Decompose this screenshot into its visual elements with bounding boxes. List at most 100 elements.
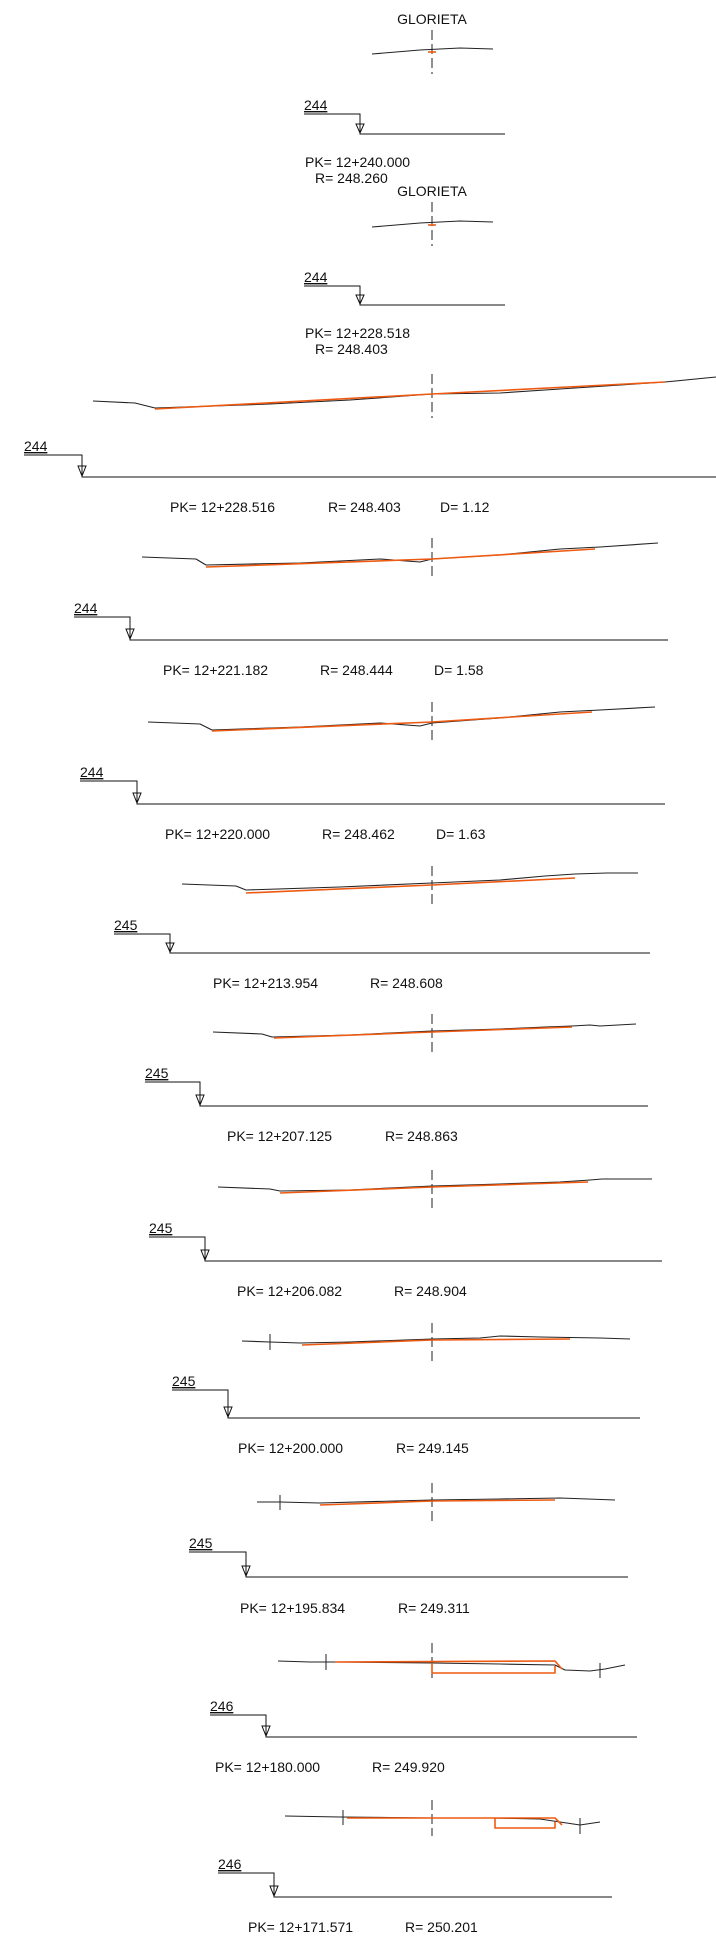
datum-line — [80, 780, 665, 805]
datum-line — [218, 1872, 612, 1898]
design-line — [279, 1181, 589, 1194]
pk-label: PK= 12+221.182 — [163, 662, 268, 678]
elevation-label: R= 248.608 — [370, 975, 443, 991]
cross-section-5: 244 PK= 12+220.000 R= 248.462 D= 1.63 — [80, 702, 665, 842]
design-line — [211, 711, 593, 732]
pk-label: PK= 12+240.000 — [305, 154, 410, 170]
datum-label: 244 — [24, 438, 48, 454]
pk-label: PK= 12+195.834 — [240, 1600, 345, 1616]
subgrade-line — [494, 1818, 556, 1829]
datum-line — [304, 285, 505, 306]
datum-line — [114, 933, 650, 954]
datum-line — [189, 1551, 628, 1578]
cross-section-3: 244 PK= 12+228.516 R= 248.403 D= 1.12 — [24, 374, 716, 515]
design-line — [319, 1499, 556, 1506]
datum-marker-icon — [200, 1249, 210, 1262]
subgrade-line — [431, 1663, 556, 1674]
terrain-line — [371, 220, 494, 228]
design-line — [154, 381, 666, 410]
datum-line — [210, 1714, 637, 1738]
elevation-label: R= 249.145 — [396, 1440, 469, 1456]
datum-label: 244 — [304, 97, 328, 113]
datum-label: 245 — [145, 1065, 169, 1081]
datum-marker-icon — [223, 1406, 233, 1419]
datum-label: 246 — [218, 1856, 242, 1872]
cross-section-7: 245 PK= 12+207.125 R= 248.863 — [145, 1014, 648, 1144]
cross-section-4: 244 PK= 12+221.182 R= 248.444 D= 1.58 — [74, 538, 668, 678]
cross-section-1: GLORIETA 244 PK= 12+240.000 R= 248.260 — [304, 11, 505, 186]
datum-marker-icon — [77, 465, 87, 478]
pk-label: PK= 12+220.000 — [165, 826, 270, 842]
design-line — [301, 1338, 571, 1346]
datum-marker-icon — [355, 123, 365, 135]
section-title: GLORIETA — [397, 11, 467, 27]
datum-label: 246 — [210, 1698, 234, 1714]
datum-line — [24, 454, 716, 478]
pk-label: PK= 12+228.518 — [305, 325, 410, 341]
datum-label: 244 — [304, 269, 328, 285]
elevation-label: R= 249.920 — [372, 1759, 445, 1775]
elevation-label: R= 248.260 — [315, 170, 388, 186]
datum-line — [145, 1081, 648, 1107]
datum-label: 244 — [80, 764, 104, 780]
datum-line — [304, 113, 505, 135]
datum-label: 245 — [149, 1220, 173, 1236]
datum-line — [172, 1389, 640, 1419]
datum-marker-icon — [261, 1725, 271, 1738]
datum-marker-icon — [165, 942, 175, 954]
terrain-line — [181, 872, 638, 891]
datum-marker-icon — [269, 1885, 279, 1898]
datum-line — [74, 616, 668, 641]
design-line — [347, 1817, 563, 1826]
terrain-line — [277, 1660, 626, 1672]
pk-label: PK= 12+200.000 — [238, 1440, 343, 1456]
terrain-line — [92, 376, 716, 409]
cross-section-2: GLORIETA 244 PK= 12+228.518 R= 248.403 — [304, 183, 505, 357]
datum-label: 245 — [189, 1535, 213, 1551]
elevation-label: R= 250.201 — [405, 1919, 478, 1935]
datum-marker-icon — [195, 1094, 205, 1107]
cross-section-9: 245 PK= 12+200.000 R= 249.145 — [172, 1323, 640, 1456]
pk-label: PK= 12+228.516 — [170, 499, 275, 515]
design-line — [245, 877, 576, 894]
elevation-label: R= 248.863 — [385, 1128, 458, 1144]
pk-label: PK= 12+180.000 — [215, 1759, 320, 1775]
terrain-line — [147, 706, 656, 731]
depth-label: D= 1.58 — [434, 662, 484, 678]
pk-label: PK= 12+171.571 — [248, 1919, 353, 1935]
datum-label: 245 — [172, 1373, 196, 1389]
elevation-label: R= 248.462 — [322, 826, 395, 842]
section-title: GLORIETA — [397, 183, 467, 199]
depth-label: D= 1.63 — [436, 826, 486, 842]
datum-marker-icon — [241, 1565, 251, 1578]
pk-label: PK= 12+206.082 — [237, 1283, 342, 1299]
datum-line — [149, 1236, 662, 1262]
datum-marker-icon — [132, 792, 142, 805]
terrain-line — [241, 1335, 631, 1344]
cross-section-12: 246 PK= 12+171.571 R= 250.201 — [218, 1800, 612, 1935]
terrain-line — [371, 47, 494, 55]
design-line — [273, 1026, 573, 1039]
cross-section-10: 245 PK= 12+195.834 R= 249.311 — [189, 1483, 628, 1616]
datum-label: 245 — [114, 917, 138, 933]
elevation-label: R= 248.904 — [394, 1283, 467, 1299]
elevation-label: R= 248.444 — [320, 662, 393, 678]
cross-section-6: 245 PK= 12+213.954 R= 248.608 — [114, 866, 650, 991]
terrain-line — [217, 1178, 652, 1192]
design-line — [205, 548, 596, 568]
datum-marker-icon — [355, 294, 365, 306]
datum-label: 244 — [74, 600, 98, 616]
cross-section-8: 245 PK= 12+206.082 R= 248.904 — [149, 1170, 662, 1299]
cross-section-11: 246 PK= 12+180.000 R= 249.920 — [210, 1643, 637, 1775]
datum-marker-icon — [125, 628, 135, 641]
elevation-label: R= 248.403 — [328, 499, 401, 515]
elevation-label: R= 249.311 — [398, 1600, 470, 1616]
terrain-line — [212, 1023, 637, 1038]
elevation-label: R= 248.403 — [315, 341, 388, 357]
design-line — [334, 1660, 563, 1670]
pk-label: PK= 12+213.954 — [213, 975, 318, 991]
pk-label: PK= 12+207.125 — [227, 1128, 332, 1144]
depth-label: D= 1.12 — [440, 499, 490, 515]
terrain-line — [141, 542, 659, 566]
